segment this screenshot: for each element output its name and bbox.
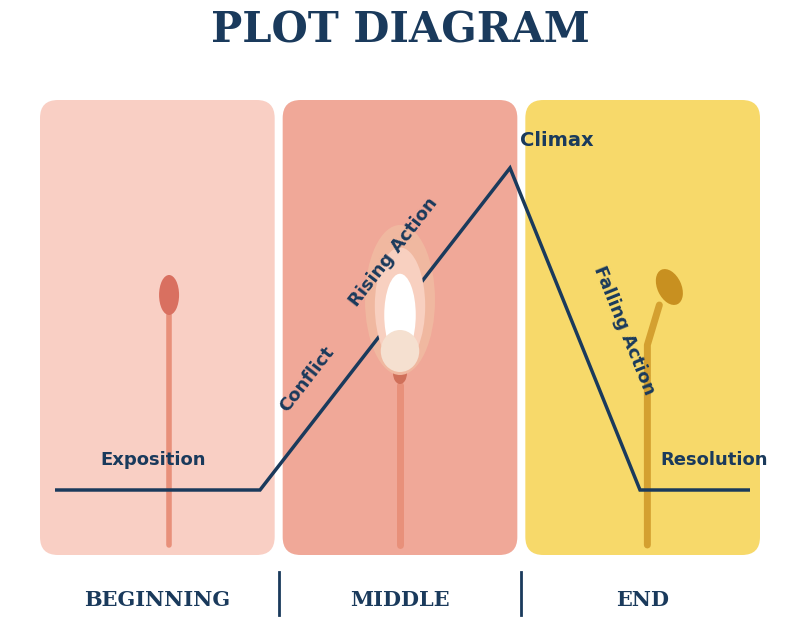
Text: Conflict: Conflict — [276, 342, 338, 415]
Text: BEGINNING: BEGINNING — [84, 590, 230, 610]
Ellipse shape — [365, 225, 435, 375]
Ellipse shape — [393, 362, 407, 384]
Ellipse shape — [159, 275, 179, 315]
Text: Resolution: Resolution — [660, 451, 767, 469]
Text: Climax: Climax — [520, 131, 594, 150]
Text: END: END — [616, 590, 669, 610]
FancyBboxPatch shape — [526, 100, 760, 555]
Text: MIDDLE: MIDDLE — [350, 590, 450, 610]
FancyBboxPatch shape — [40, 100, 274, 555]
Ellipse shape — [374, 248, 426, 365]
FancyBboxPatch shape — [282, 100, 518, 555]
Ellipse shape — [381, 330, 419, 372]
Text: PLOT DIAGRAM: PLOT DIAGRAM — [210, 9, 590, 51]
Ellipse shape — [384, 274, 416, 356]
Text: Rising Action: Rising Action — [346, 194, 442, 310]
Text: Falling Action: Falling Action — [590, 263, 658, 397]
Ellipse shape — [656, 269, 683, 305]
Text: Exposition: Exposition — [100, 451, 206, 469]
